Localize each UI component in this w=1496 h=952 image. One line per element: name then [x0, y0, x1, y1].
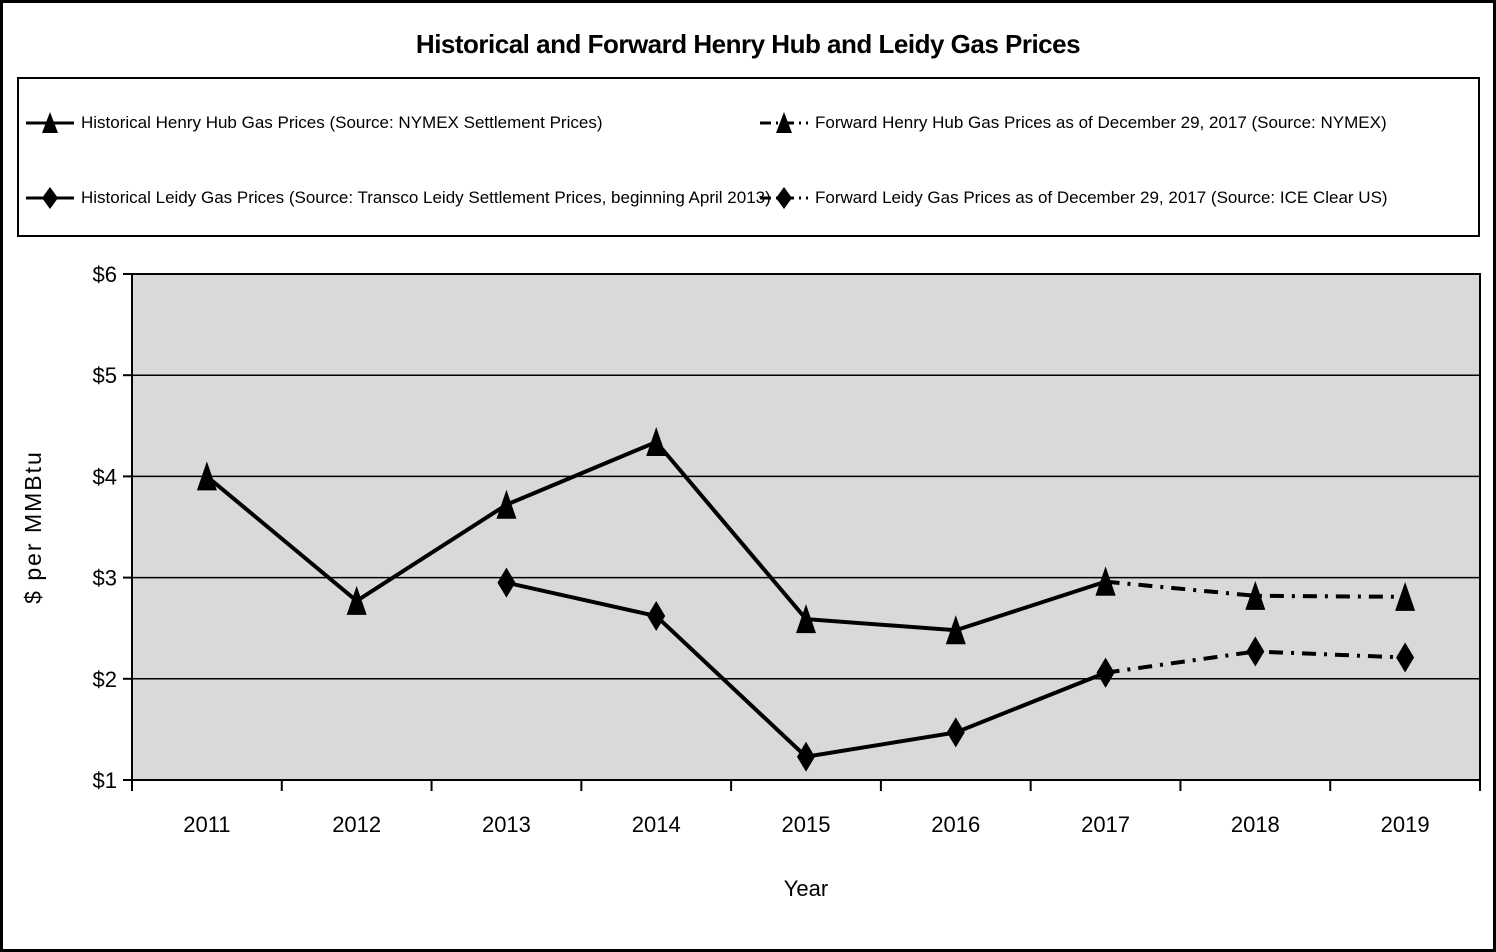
- y-tick-label: $3: [93, 566, 117, 591]
- legend-item-forward-leidy: Forward Leidy Gas Prices as of December …: [759, 185, 1388, 211]
- legend-label: Forward Leidy Gas Prices as of December …: [815, 188, 1388, 207]
- y-tick-label: $5: [93, 363, 117, 388]
- series-0-triangle-marker: [196, 461, 217, 491]
- y-axis-title: $ per MMBtu: [20, 450, 46, 604]
- x-axis-title: Year: [784, 876, 828, 901]
- solid-line-diamond-marker-icon: [26, 187, 74, 209]
- dash-dot-line-triangle-marker-icon: [760, 112, 808, 133]
- plot-border: [131, 273, 1481, 781]
- x-tick-label: 2019: [1381, 812, 1430, 837]
- series-2-diamond-marker: [647, 601, 666, 632]
- series-2-diamond-marker: [797, 741, 815, 772]
- series-3-diamond-marker: [1096, 657, 1115, 688]
- legend-label: Historical Leidy Gas Prices (Source: Tra…: [81, 188, 771, 207]
- gas-price-line-chart: $1 $2 $3 $4 $5 $6 2011 2012 2013 2014 2015 2016 2017…: [20, 262, 1481, 901]
- series-3-diamond-marker: [1396, 642, 1415, 673]
- x-tick-label: 2013: [482, 812, 531, 837]
- plot-area: [132, 274, 1480, 780]
- y-tick-label: $6: [93, 262, 117, 287]
- dash-dot-line-diamond-marker-icon: [760, 187, 808, 209]
- legend-item-historical-leidy: Historical Leidy Gas Prices (Source: Tra…: [25, 185, 771, 211]
- series-0-triangle-marker: [346, 585, 367, 615]
- legend-item-forward-henry-hub: Forward Henry Hub Gas Prices as of Decem…: [759, 110, 1387, 136]
- chart-title: Historical and Forward Henry Hub and Lei…: [415, 29, 1081, 59]
- x-tick-label: 2015: [782, 812, 831, 837]
- legend-item-historical-henry-hub: Historical Henry Hub Gas Prices (Source:…: [25, 110, 603, 136]
- legend-label: Historical Henry Hub Gas Prices (Source:…: [81, 113, 603, 132]
- series-1-triangle-marker: [1095, 566, 1116, 596]
- x-tick-label: 2014: [632, 812, 681, 837]
- x-tick-label: 2012: [332, 812, 381, 837]
- y-tick-label: $4: [93, 464, 117, 489]
- x-tick-label: 2016: [931, 812, 980, 837]
- series-0-triangle-marker: [945, 615, 966, 645]
- series-3-diamond-marker: [1246, 636, 1265, 667]
- legend: Historical Henry Hub Gas Prices (Source:…: [17, 77, 1480, 237]
- series-0-triangle-marker: [496, 489, 517, 519]
- x-tick-label: 2017: [1081, 812, 1130, 837]
- x-tick-label: 2011: [183, 812, 230, 837]
- y-tick-label: $1: [93, 768, 117, 793]
- series-0-triangle-marker: [646, 426, 667, 456]
- series-1-triangle-marker: [1245, 580, 1266, 610]
- legend-label: Forward Henry Hub Gas Prices as of Decem…: [815, 113, 1387, 132]
- series-1-triangle-marker: [1395, 581, 1416, 611]
- solid-line-triangle-marker-icon: [26, 112, 74, 133]
- x-tick-label: 2018: [1231, 812, 1280, 837]
- series-2-diamond-marker: [497, 567, 516, 598]
- series-0-triangle-marker: [796, 604, 816, 634]
- y-tick-label: $2: [93, 667, 117, 692]
- series-2-diamond-marker: [946, 717, 965, 748]
